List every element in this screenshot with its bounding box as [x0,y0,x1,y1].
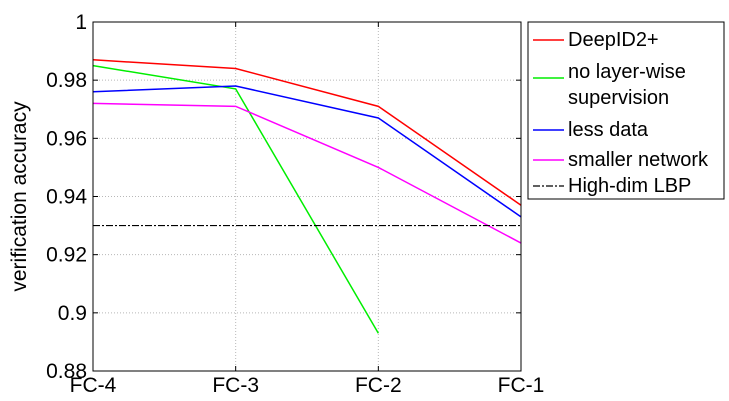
legend-label: less data [568,119,649,141]
y-tick-label: 0.88 [46,360,87,383]
series-line-deepid2- [92,59,522,206]
x-tick-label: FC-4 [70,374,117,397]
x-tick-label: FC-3 [212,374,259,397]
y-tick-label: 1 [75,11,87,34]
y-axis-title: verification accuracy [8,101,31,292]
y-tick-label: 0.96 [46,127,87,150]
x-tick-label: FC-2 [355,374,402,397]
y-tick-label: 0.94 [46,186,87,209]
series-lines [92,59,522,334]
y-tick-label: 0.9 [58,302,87,325]
series-line-less-data [92,85,522,218]
x-tick-label: FC-1 [498,374,545,397]
legend-label: DeepID2+ [568,29,659,51]
legend-label: smaller network [568,149,709,171]
legend-label: supervision [568,87,669,109]
legend: DeepID2+ no layer-wise supervision less dat… [527,21,725,200]
y-tick-labels: 0.88 0.9 0.92 0.94 0.96 0.98 1 [46,11,521,383]
grid [93,22,521,371]
y-tick-label: 0.92 [46,244,87,267]
series-line-smaller-network [92,102,522,244]
y-tick-label: 0.98 [46,69,87,92]
legend-label: High-dim LBP [568,175,691,197]
x-tick-labels: FC-4 FC-3 FC-2 FC-1 [70,22,545,397]
series-line-no-layer-wise-supervision [92,64,379,334]
legend-label: no layer-wise [568,61,686,83]
legend-box [527,21,725,200]
